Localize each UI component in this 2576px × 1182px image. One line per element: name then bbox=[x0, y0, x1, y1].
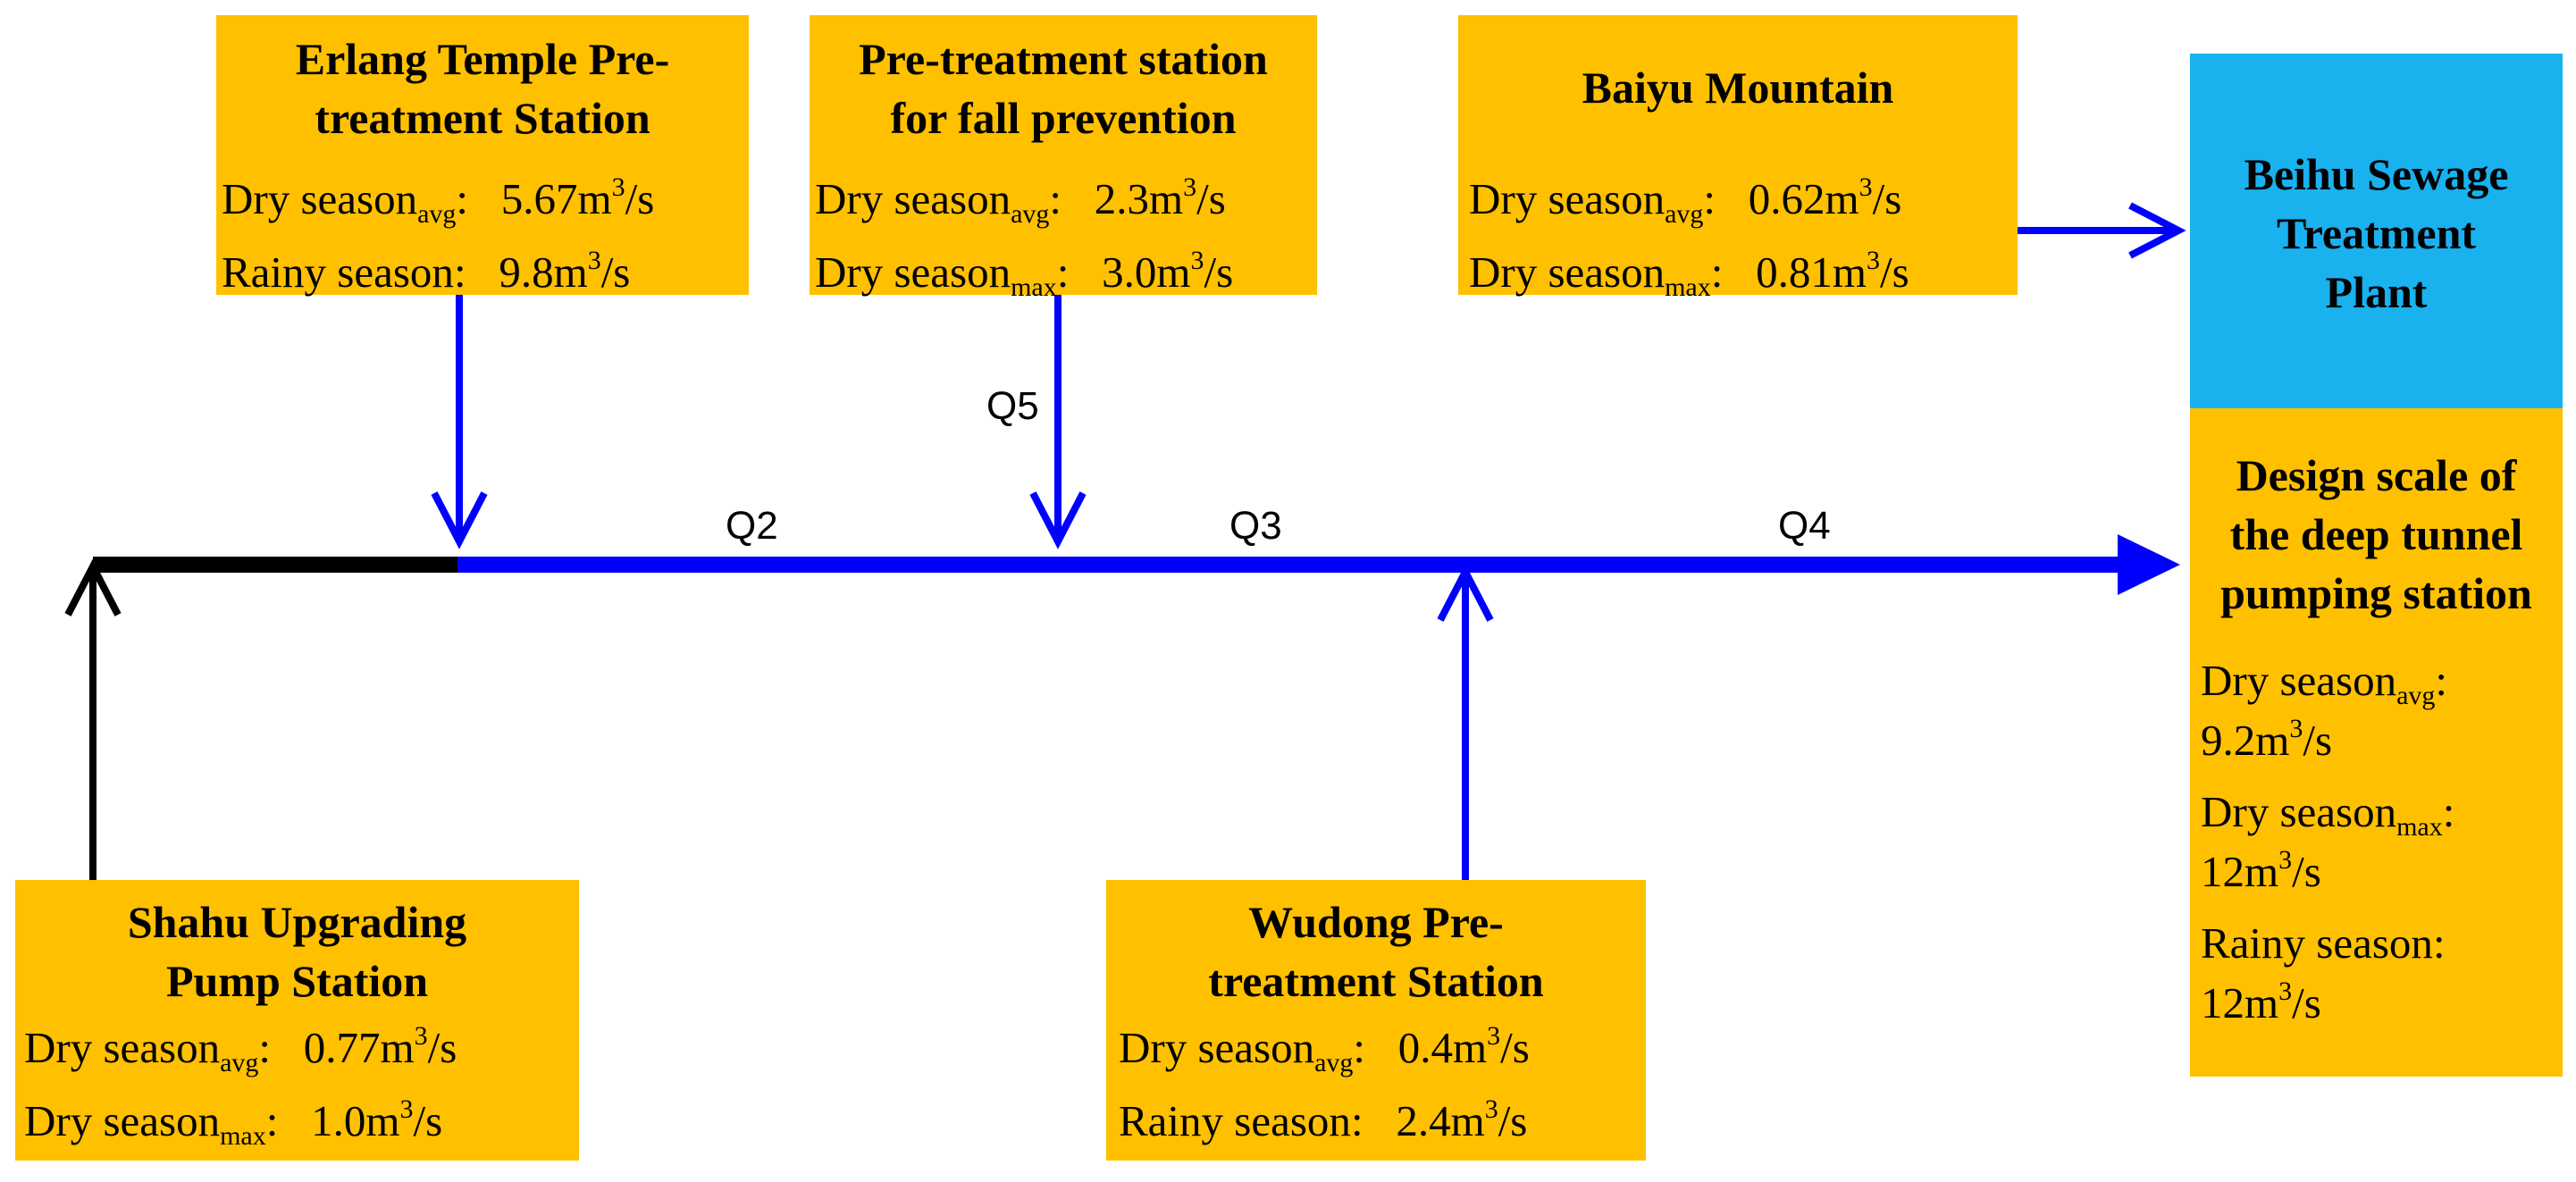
wudong-row-dry-avg: Dry seasonavg: 0.4m3/s bbox=[1119, 1021, 1530, 1077]
baiyu-title: Baiyu Mountain bbox=[1582, 63, 1894, 113]
flow-label-q4: Q4 bbox=[1778, 504, 1831, 548]
fall-prevention-station-box: Pre-treatment station for fall preventio… bbox=[810, 15, 1317, 301]
wudong-title-line2: treatment Station bbox=[1208, 956, 1544, 1006]
flow-label-q2: Q2 bbox=[726, 504, 778, 548]
design-title-line1: Design scale of bbox=[2236, 450, 2517, 500]
beihu-title-line1: Beihu Sewage bbox=[2244, 149, 2509, 199]
flow-label-q5: Q5 bbox=[986, 384, 1039, 428]
erlang-title-line2: treatment Station bbox=[315, 93, 650, 143]
fall-row-dry-max: Dry seasonmax: 3.0m3/s bbox=[815, 246, 1234, 302]
erlang-row-dry-avg: Dry seasonavg: 5.67m3/s bbox=[222, 172, 655, 229]
fall-title-line2: for fall prevention bbox=[890, 93, 1237, 143]
design-row-rainy-label: Rainy season: bbox=[2201, 918, 2446, 968]
trunk-arrow-head bbox=[2118, 534, 2180, 595]
design-title-line3: pumping station bbox=[2220, 568, 2532, 618]
erlang-down-arrow-head bbox=[431, 491, 488, 549]
design-row-dry-max-label: Dry seasonmax: bbox=[2201, 787, 2455, 842]
wudong-row-rainy: Rainy season: 2.4m3/s bbox=[1119, 1094, 1528, 1146]
baiyu-mountain-box: Baiyu Mountain Dry seasonavg: 0.62m3/s D… bbox=[1458, 15, 2018, 301]
shahu-row-dry-avg: Dry seasonavg: 0.77m3/s bbox=[24, 1021, 457, 1077]
baiyu-row-dry-max: Dry seasonmax: 0.81m3/s bbox=[1469, 246, 1909, 302]
shahu-title-line2: Pump Station bbox=[165, 956, 429, 1006]
beihu-title-line2: Treatment bbox=[2276, 208, 2477, 258]
baiyu-row-dry-avg: Dry seasonavg: 0.62m3/s bbox=[1469, 172, 1902, 229]
wudong-station-box: Wudong Pre- treatment Station Dry season… bbox=[1106, 880, 1646, 1161]
shahu-row-dry-max: Dry seasonmax: 1.0m3/s bbox=[24, 1094, 443, 1151]
shahu-station-box: Shahu Upgrading Pump Station Dry seasona… bbox=[15, 880, 579, 1161]
baiyu-right-arrow-head bbox=[2128, 202, 2186, 259]
wudong-title-line1: Wudong Pre- bbox=[1248, 897, 1504, 947]
fall-title-line1: Pre-treatment station bbox=[859, 34, 1268, 84]
design-scale-box: Design scale of the deep tunnel pumping … bbox=[2190, 408, 2563, 1077]
design-title-line2: the deep tunnel bbox=[2229, 509, 2523, 559]
design-row-dry-avg-label: Dry seasonavg: bbox=[2201, 656, 2448, 710]
fall-down-arrow-head bbox=[1029, 491, 1087, 549]
erlang-title-line1: Erlang Temple Pre- bbox=[295, 34, 670, 84]
fall-row-dry-avg: Dry seasonavg: 2.3m3/s bbox=[815, 172, 1226, 229]
shahu-up-arrow-head bbox=[64, 558, 122, 616]
beihu-title-line3: Plant bbox=[2325, 267, 2428, 317]
wudong-up-arrow-head bbox=[1437, 564, 1494, 622]
erlang-row-rainy: Rainy season: 9.8m3/s bbox=[222, 246, 631, 298]
design-row-dry-avg-value: 9.2m3/s bbox=[2201, 714, 2333, 766]
erlang-station-box: Erlang Temple Pre- treatment Station Dry… bbox=[216, 15, 749, 297]
flow-label-q3: Q3 bbox=[1229, 504, 1282, 548]
design-row-rainy-value: 12m3/s bbox=[2201, 977, 2321, 1028]
shahu-title-line1: Shahu Upgrading bbox=[127, 897, 467, 947]
design-row-dry-max-value: 12m3/s bbox=[2201, 845, 2321, 897]
beihu-treatment-plant-box: Beihu Sewage Treatment Plant bbox=[2190, 54, 2563, 408]
